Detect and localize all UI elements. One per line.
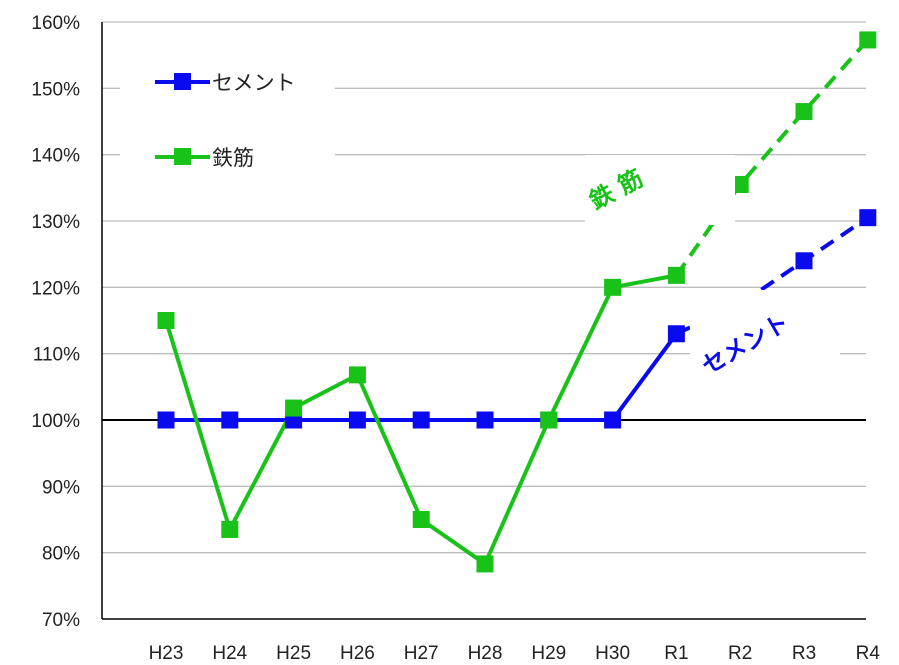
annotation-cement-background <box>690 290 840 380</box>
legend: セメント 鉄筋 <box>120 62 335 192</box>
data-point-cement-H28 <box>476 411 494 429</box>
y-tick-label: 110% <box>33 345 80 366</box>
y-axis-tick-labels: 70% 80% 90% 100% 110% 120% 130% 140% 150% 160% <box>31 13 80 631</box>
x-axis-tick-labels: H23 H24 H25 H26 H27 H28 H29 H30 R1 R2 R3 R4 <box>149 643 881 664</box>
legend-label-rebar: 鉄筋 <box>212 146 254 170</box>
legend-swatch-rebar-marker <box>174 148 191 165</box>
x-tick-label: H25 <box>276 643 311 664</box>
data-point-cement-R3 <box>795 252 813 270</box>
data-point-rebar-H25 <box>285 399 303 417</box>
data-point-rebar-R1 <box>667 266 685 284</box>
data-point-cement-H23 <box>157 411 175 429</box>
data-point-rebar-H26 <box>348 366 366 384</box>
annotation-rebar-background <box>585 155 735 225</box>
x-tick-label: H24 <box>212 643 247 664</box>
legend-swatch-cement-marker <box>174 73 191 90</box>
y-tick-label: 140% <box>31 146 80 167</box>
y-tick-label: 130% <box>31 212 80 233</box>
x-tick-label: R2 <box>728 643 752 664</box>
data-point-cement-R4 <box>859 209 877 227</box>
x-tick-label: H30 <box>595 643 630 664</box>
x-tick-label: R4 <box>856 643 881 664</box>
y-tick-label: 70% <box>42 610 80 631</box>
data-point-rebar-R3 <box>795 103 813 121</box>
y-tick-label: 160% <box>31 13 80 34</box>
data-point-rebar-H23 <box>157 312 175 329</box>
legend-label-cement: セメント <box>212 71 296 95</box>
data-point-rebar-R4 <box>859 31 877 49</box>
x-tick-label: R1 <box>664 643 688 664</box>
data-point-rebar-H28 <box>476 555 494 573</box>
data-point-rebar-H30 <box>604 278 622 296</box>
y-tick-label: 100% <box>31 411 80 432</box>
x-tick-label: H27 <box>404 643 439 664</box>
data-point-cement-H26 <box>348 411 366 429</box>
x-tick-label: R3 <box>792 643 816 664</box>
data-point-rebar-H29 <box>540 411 558 429</box>
data-point-rebar-H27 <box>412 511 430 528</box>
y-tick-label: 150% <box>31 79 80 100</box>
x-tick-label: H28 <box>468 643 503 664</box>
x-tick-label: H29 <box>531 643 566 664</box>
x-tick-label: H23 <box>149 643 184 664</box>
data-point-cement-R1 <box>667 325 685 343</box>
annotations: 鉄 筋 セメント <box>585 155 840 380</box>
data-point-rebar-R2 <box>731 176 749 194</box>
y-tick-label: 120% <box>31 278 80 299</box>
data-point-rebar-H24 <box>221 520 239 538</box>
series-line-rebar-forecast <box>674 38 870 277</box>
y-tick-label: 80% <box>42 544 80 565</box>
series-line-cement-actual <box>166 332 679 422</box>
legend-item-cement: セメント <box>155 71 296 95</box>
data-point-cement-H24 <box>221 411 239 429</box>
data-point-cement-H27 <box>412 411 430 429</box>
data-point-cement-H30 <box>604 411 622 429</box>
x-tick-label: H26 <box>340 643 375 664</box>
y-tick-label: 90% <box>42 477 80 498</box>
legend-item-rebar: 鉄筋 <box>155 146 254 170</box>
